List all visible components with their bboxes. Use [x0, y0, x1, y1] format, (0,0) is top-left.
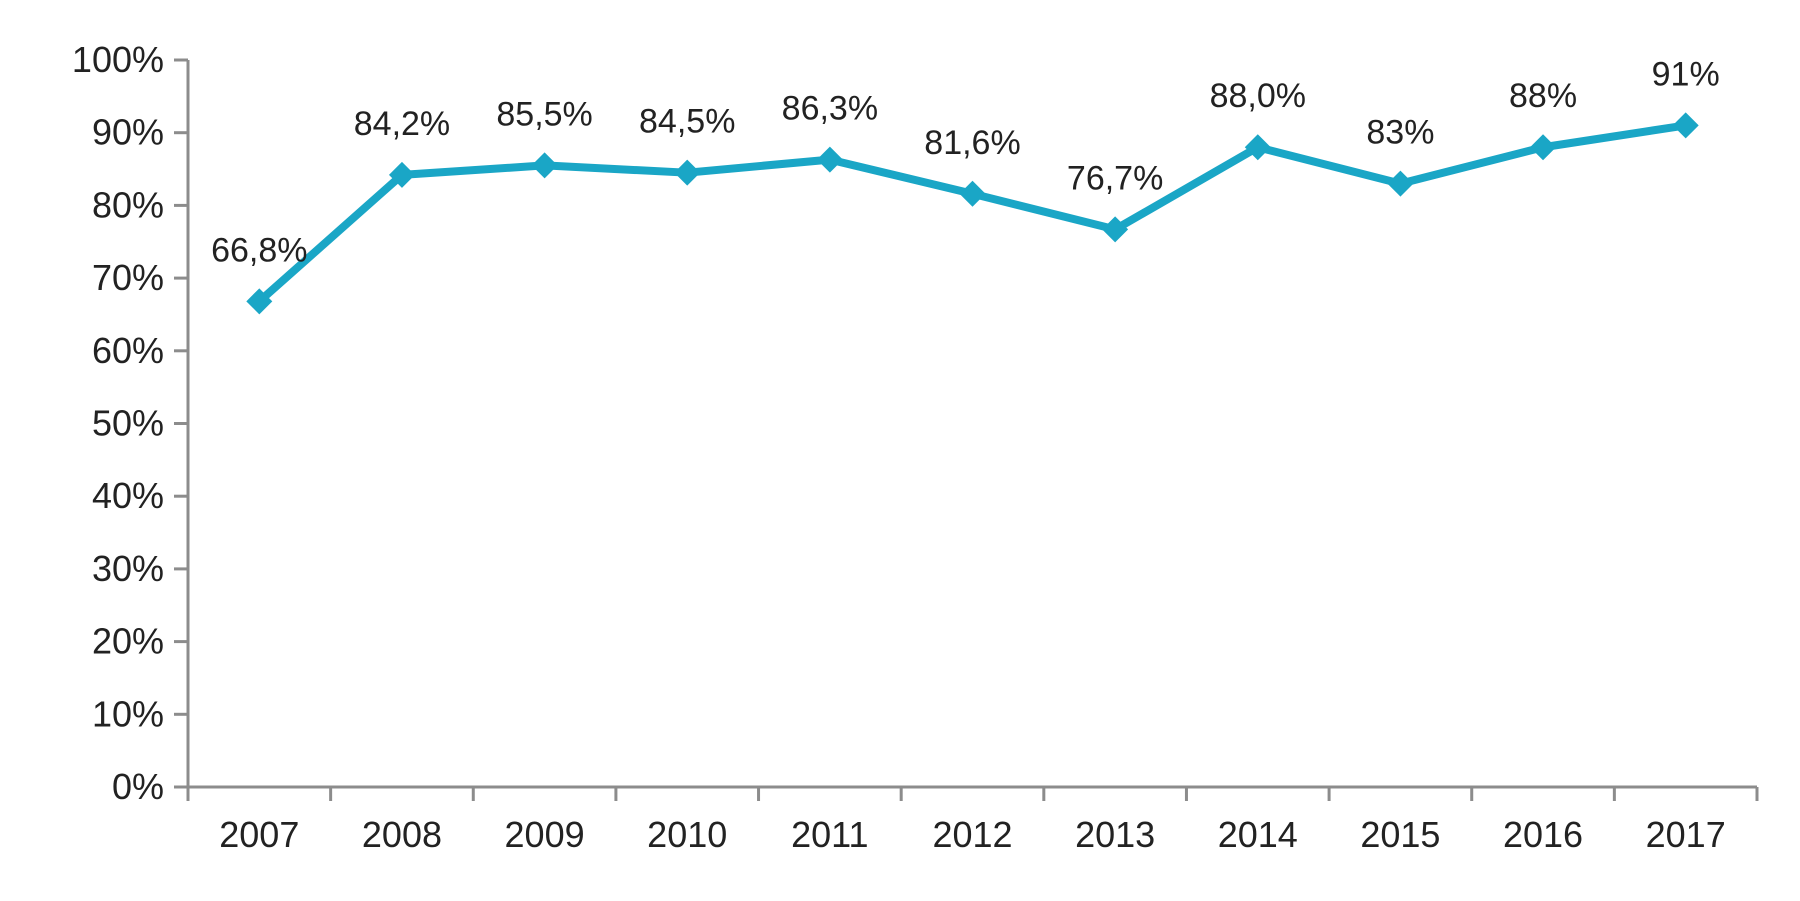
axes [186, 60, 1757, 789]
data-label: 84,2% [354, 105, 450, 143]
x-tick-label: 2014 [1218, 814, 1298, 855]
data-label: 85,5% [496, 95, 592, 133]
y-tick-label: 30% [92, 548, 164, 589]
y-tick-label: 50% [92, 403, 164, 444]
data-point-marker [1387, 170, 1414, 197]
y-tick-label: 20% [92, 621, 164, 662]
y-tick-label: 100% [72, 39, 164, 80]
x-axis-ticks: 2007 2008 2009 2010 2011 2012 2013 2014 2015 2016… [186, 787, 1759, 855]
data-point-marker [388, 161, 415, 188]
x-tick-label: 2010 [647, 814, 727, 855]
data-label: 88,0% [1210, 77, 1306, 115]
x-tick-label: 2012 [932, 814, 1012, 855]
x-tick-label: 2016 [1503, 814, 1583, 855]
y-tick-label: 70% [92, 257, 164, 298]
x-tick-label: 2008 [362, 814, 442, 855]
data-point-marker [816, 146, 843, 173]
data-point-marker [1244, 134, 1271, 161]
x-tick-label: 2009 [505, 814, 585, 855]
y-axis-ticks: 0% 10% 20% 30% 40% 50% 60% 70% 80% 90% 100% [72, 39, 188, 807]
x-tick-label: 2007 [219, 814, 299, 855]
x-tick-label: 2017 [1646, 814, 1726, 855]
series-layer [246, 112, 1699, 315]
y-tick-label: 80% [92, 184, 164, 225]
data-point-marker [1672, 112, 1699, 139]
y-tick-label: 0% [112, 766, 164, 807]
data-labels: 66,8% 84,2% 85,5% 84,5% 86,3% 81,6% 76,7% 88,0%… [211, 55, 1720, 269]
data-label: 83% [1366, 114, 1434, 152]
data-label: 91% [1652, 55, 1720, 93]
x-tick-label: 2011 [791, 814, 868, 855]
data-point-marker [674, 159, 701, 186]
data-point-marker [1530, 134, 1557, 161]
data-label: 88% [1509, 77, 1577, 115]
y-tick-label: 40% [92, 475, 164, 516]
data-label: 76,7% [1067, 159, 1163, 197]
data-label: 84,5% [639, 103, 735, 141]
data-point-marker [531, 152, 558, 179]
y-tick-label: 10% [92, 693, 164, 734]
x-tick-label: 2015 [1360, 814, 1440, 855]
data-point-marker [1102, 216, 1129, 243]
data-label: 81,6% [924, 124, 1020, 162]
data-point-marker [959, 180, 986, 207]
data-point-marker [246, 288, 273, 315]
data-label: 86,3% [782, 90, 878, 128]
data-label: 66,8% [211, 231, 307, 269]
y-tick-label: 60% [92, 330, 164, 371]
y-tick-label: 90% [92, 112, 164, 153]
x-tick-label: 2013 [1075, 814, 1155, 855]
